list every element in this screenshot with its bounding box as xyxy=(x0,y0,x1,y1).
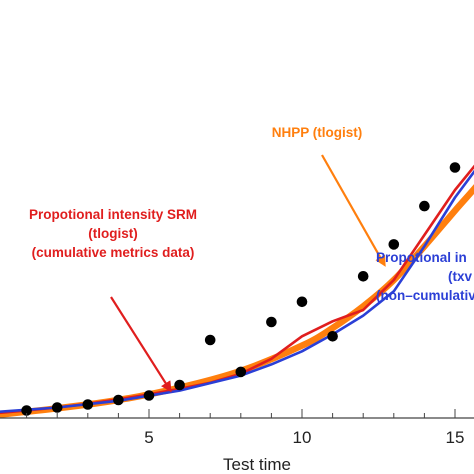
data-point xyxy=(327,331,338,342)
annotation-nhpp: NHPP (tlogist) xyxy=(272,125,386,267)
annotation-arrow xyxy=(110,296,172,393)
annotation-text: Propotional intensity SRM xyxy=(29,207,197,222)
data-point xyxy=(21,405,32,416)
x-tick-label: 15 xyxy=(446,428,465,447)
data-point xyxy=(82,399,94,410)
data-point xyxy=(296,296,308,308)
plot-area xyxy=(0,162,474,418)
x-tick-label: 10 xyxy=(293,428,312,447)
data-point xyxy=(357,271,369,282)
data-point xyxy=(174,379,185,391)
data-point xyxy=(204,334,216,346)
x-axis-ticks: 5 10 15 xyxy=(26,409,465,447)
annotation-text: NHPP (tlogist) xyxy=(272,125,363,140)
annotation-srm-noncumulative: Propotional in (txv (non–cumulativ xyxy=(376,250,474,303)
x-axis-label: Test time xyxy=(223,455,291,474)
data-point xyxy=(266,316,277,328)
data-point xyxy=(143,390,155,401)
data-point xyxy=(51,402,63,413)
data-point xyxy=(419,200,430,212)
data-point xyxy=(388,239,400,250)
annotation-text: (txv xyxy=(448,269,472,284)
annotations: NHPP (tlogist) Propotional intensity SRM (… xyxy=(29,125,474,393)
annotation-srm-cumulative: Propotional intensity SRM (tlogist) (cumul… xyxy=(29,207,197,393)
data-point xyxy=(235,366,247,378)
data-point xyxy=(449,162,461,173)
x-tick-label: 5 xyxy=(144,428,153,447)
annotation-text: (non–cumulativ xyxy=(376,288,474,303)
annotation-text: (cumulative metrics data) xyxy=(32,245,195,260)
annotation-arrow xyxy=(321,154,386,267)
annotation-text: (tlogist) xyxy=(88,226,138,241)
data-point xyxy=(113,394,124,406)
annotation-text: Propotional in xyxy=(376,250,467,265)
